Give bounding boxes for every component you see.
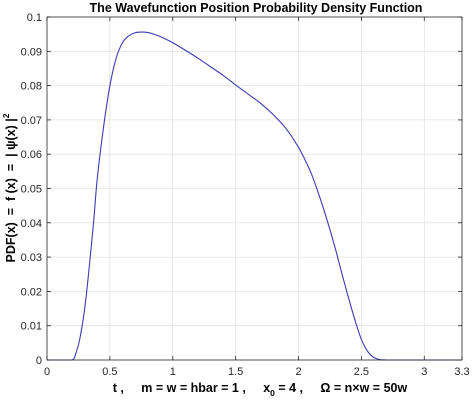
y-axis-label-superscript: 2 <box>1 113 11 118</box>
y-tick-label: 0.07 <box>21 115 42 127</box>
x-tick-label: 3 <box>421 366 427 378</box>
x-tick-label: 3.3 <box>454 366 469 378</box>
y-tick-label: 0 <box>36 355 42 367</box>
x-axis-label: t , m = w = hbar = 1 , x0 = 4 , Ω = n×w … <box>113 381 408 398</box>
x-axis-label-main: t , m = w = hbar = 1 , x <box>113 381 270 395</box>
y-tick-label: 0.08 <box>21 81 42 93</box>
chart-title: The Wavefunction Position Probability De… <box>90 1 423 15</box>
y-tick-label: 0.1 <box>27 12 42 24</box>
x-tick-label: 2 <box>295 366 301 378</box>
pdf-series-line <box>47 31 462 361</box>
x-tick-label: 0.5 <box>102 366 117 378</box>
series-group <box>47 31 462 361</box>
y-tick-label: 0.06 <box>21 149 42 161</box>
y-tick-label: 0.09 <box>21 46 42 58</box>
x-tick-label: 1.5 <box>228 366 243 378</box>
x-tick-label: 1 <box>170 366 176 378</box>
tick-marks <box>46 16 463 361</box>
y-tick-label: 0.04 <box>21 218 42 230</box>
x-tick-label: 2.5 <box>354 366 369 378</box>
x-tick-labels: 0 0.5 1 1.5 2 2.5 3 3.3 <box>44 366 470 378</box>
y-axis-label-main: PDF(x) = f (x) = | ψ(x) | <box>4 118 18 262</box>
x-axis-label-subscript: 0 <box>270 388 275 398</box>
grid-lines <box>47 17 462 360</box>
y-tick-label: 0.03 <box>21 252 42 264</box>
y-tick-label: 0.02 <box>21 286 42 298</box>
x-axis-label-rest: = 4 , Ω = n×w = 50w <box>275 381 408 395</box>
x-tick-label: 0 <box>44 366 50 378</box>
y-tick-label: 0.01 <box>21 321 42 333</box>
y-axis-label: PDF(x) = f (x) = | ψ(x) |2 <box>1 113 18 262</box>
y-tick-label: 0.05 <box>21 184 42 196</box>
y-tick-labels: 0 0.01 0.02 0.03 0.04 0.05 0.06 0.07 0.08 0.09 0.1 <box>21 12 42 367</box>
